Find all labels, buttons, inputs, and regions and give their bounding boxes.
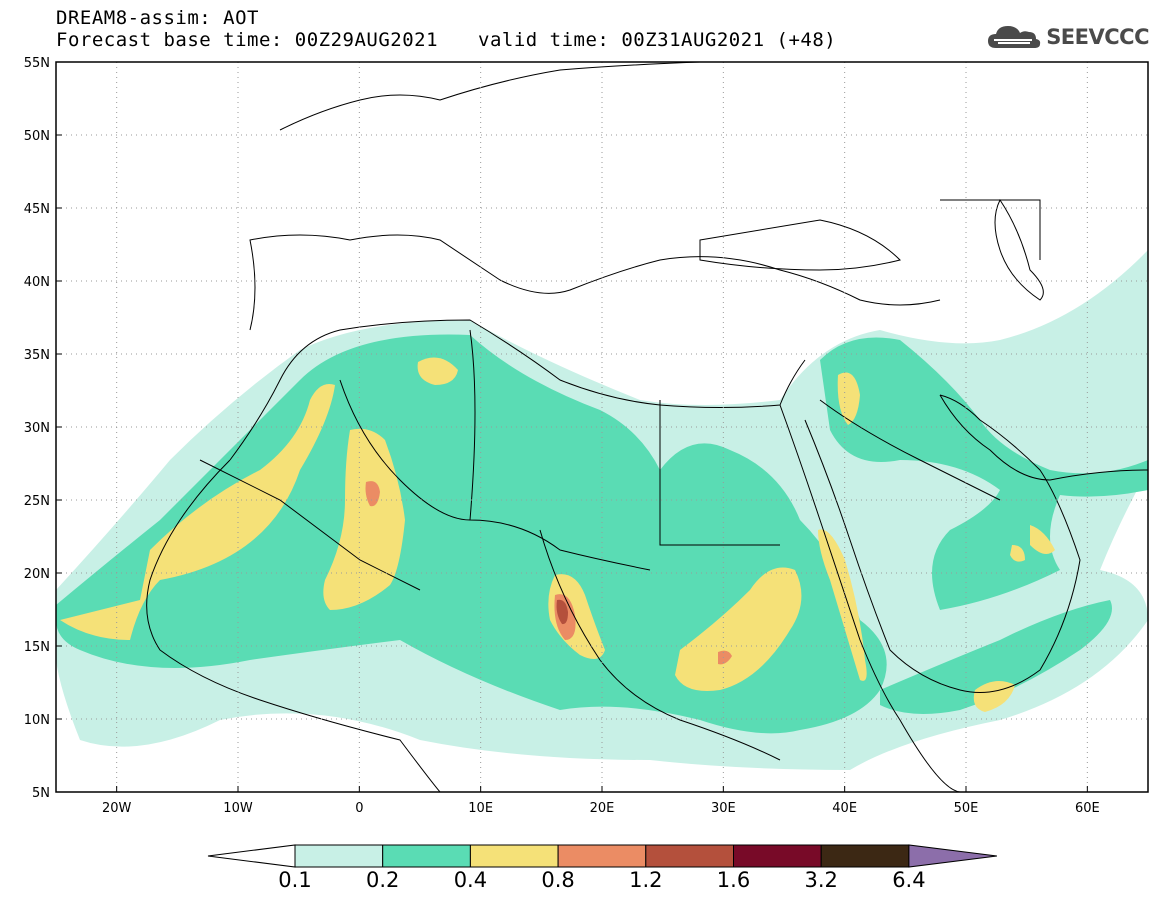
aot-band-04-redsea xyxy=(818,529,867,681)
colorbar-under-arrow xyxy=(207,844,296,868)
lat-tick-label: 5N xyxy=(32,786,50,801)
base-time: Forecast base time: 00Z29AUG2021 xyxy=(56,29,439,51)
lat-tick-label: 25N xyxy=(24,494,50,509)
lon-tick-label: 40E xyxy=(832,801,857,816)
colorbar-label: 0.4 xyxy=(454,868,487,892)
lon-tick-label: 60E xyxy=(1075,801,1100,816)
longitude-labels: 20W 10W 0 10E 20E 30E 40E 50E 60E xyxy=(102,786,1100,816)
aot-band-04-atlas xyxy=(417,357,458,385)
aot-band-04-west xyxy=(60,384,335,640)
seevccc-logo: SEEVCCC xyxy=(986,22,1149,52)
colorbar-segment xyxy=(733,844,822,868)
colorbar-label: 1.2 xyxy=(629,868,662,892)
colorbar-segment xyxy=(294,844,384,868)
colorbar-label: 6.4 xyxy=(892,868,925,892)
coast-gulf xyxy=(939,394,1148,481)
cloud-icon xyxy=(988,26,1041,48)
aot-band-02-arabia xyxy=(820,337,1148,610)
colorbar-segment xyxy=(557,844,647,868)
aot-band-04-oman xyxy=(1010,525,1055,562)
colorbar-segment xyxy=(820,844,910,868)
colorbar: 0.1 0.2 0.4 0.8 1.2 1.6 3.2 6.4 xyxy=(207,844,997,892)
lon-tick-label: 0 xyxy=(355,801,363,816)
colorbar-label: 0.8 xyxy=(541,868,574,892)
aot-band-04-sudan xyxy=(675,567,802,691)
valid-time: valid time: 00Z31AUG2021 (+48) xyxy=(478,29,837,51)
lat-tick-label: 30N xyxy=(24,421,50,436)
coast-redsea-east xyxy=(804,394,1081,693)
lat-tick-label: 50N xyxy=(24,129,50,144)
lon-tick-label: 50E xyxy=(954,801,979,816)
lat-tick-label: 35N xyxy=(24,348,50,363)
border-2 xyxy=(469,329,651,571)
coast-europe-south xyxy=(249,234,941,331)
lat-tick-label: 55N xyxy=(24,56,50,71)
aot-band-04-iraq xyxy=(837,372,860,425)
coast-africa-north xyxy=(229,319,806,461)
lon-tick-label: 20E xyxy=(590,801,615,816)
coast-caspian xyxy=(994,199,1044,301)
border-1 xyxy=(339,379,471,521)
lat-tick-label: 45N xyxy=(24,202,50,217)
colorbar-segment xyxy=(382,844,471,868)
colorbar-label: 0.1 xyxy=(278,868,311,892)
colorbar-segment xyxy=(469,844,559,868)
coastlines xyxy=(146,62,1148,792)
coast-europe-north xyxy=(279,62,701,131)
coast-africa-west xyxy=(146,459,441,792)
lat-tick-label: 20N xyxy=(24,567,50,582)
lon-tick-label: 10W xyxy=(223,801,253,816)
aot-band-12-chad xyxy=(556,599,568,625)
border-5 xyxy=(539,529,781,761)
coast-black-sea xyxy=(699,219,901,271)
colorbar-over-arrow xyxy=(908,844,997,868)
lon-tick-label: 30E xyxy=(711,801,736,816)
lat-tick-label: 40N xyxy=(24,275,50,290)
border-3 xyxy=(659,400,780,546)
product-title: DREAM8-assim: AOT xyxy=(56,7,259,29)
coast-redsea-west xyxy=(779,404,961,792)
colorbar-segment xyxy=(645,844,734,868)
logo-text: SEEVCCC xyxy=(1046,25,1149,49)
grid-lines xyxy=(56,62,1148,792)
colorbar-label: 0.2 xyxy=(366,868,399,892)
lat-tick-label: 10N xyxy=(24,713,50,728)
latitude-labels: 55N 50N 45N 40N 35N 30N 25N 20N 15N 10N 5N xyxy=(24,56,62,801)
time-info: Forecast base time: 00Z29AUG2021 valid ti… xyxy=(56,30,836,50)
aot-band-02-yemen xyxy=(880,600,1112,714)
border-7 xyxy=(940,199,1041,260)
aot-band-02 xyxy=(56,334,887,734)
colorbar-label: 1.6 xyxy=(717,868,750,892)
lon-tick-label: 10E xyxy=(468,801,493,816)
aot-field xyxy=(56,250,1148,770)
lat-tick-label: 15N xyxy=(24,640,50,655)
aot-band-08-sudan xyxy=(718,650,732,665)
lon-tick-label: 20W xyxy=(102,801,132,816)
aot-band-04-sahara xyxy=(323,428,405,610)
colorbar-label: 3.2 xyxy=(804,868,837,892)
border-4 xyxy=(199,459,421,591)
